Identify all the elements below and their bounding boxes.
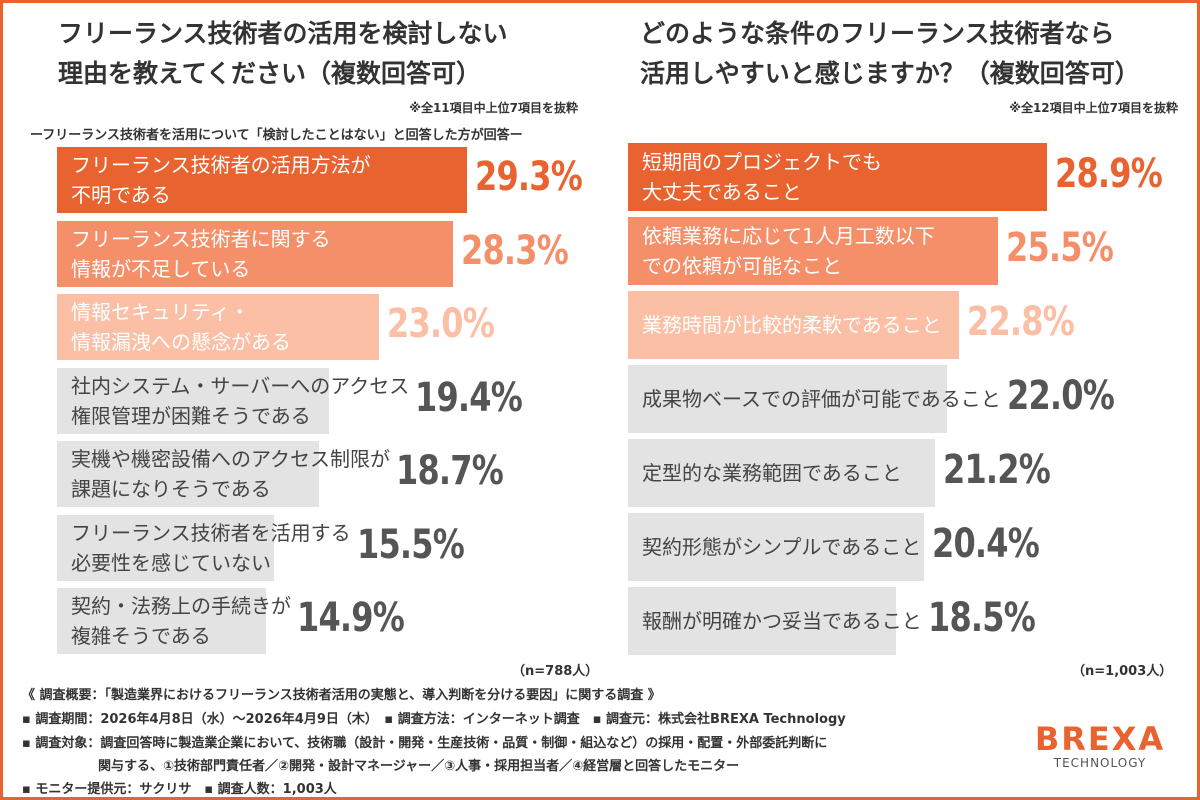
right-sample-size: （n=1,003人） — [1072, 664, 1173, 679]
value-label: 22.8% — [966, 299, 1075, 345]
bar-label-line: 情報漏洩への懸念がある — [71, 330, 291, 354]
bar-label-line: 情報セキュリティ・ — [71, 300, 250, 324]
survey-target: ▪ 調査対象：調査回答時に製造業企業において、技術職（設計・開発・生産技術・品質… — [22, 736, 828, 751]
value-label: 19.4% — [415, 374, 523, 421]
value-label: 20.4% — [931, 521, 1040, 567]
bar-label-line: 実機や機密設備へのアクセス制限が — [71, 447, 390, 471]
value-label: 22.0% — [1006, 373, 1115, 419]
left-chart-title: フリーランス技術者の活用を検討しない 理由を教えてください（複数回答可） — [58, 14, 508, 94]
bar-label-line: 権限管理が困難そうである — [71, 403, 311, 428]
brexa-logo: BREXA TECHNOLOGY — [1010, 722, 1190, 770]
bar — [57, 588, 266, 654]
bar — [628, 291, 959, 359]
bar — [57, 294, 379, 360]
bar — [57, 147, 468, 213]
right-title-line-2: 活用しやすいと感じますか？（複数回答可） — [640, 59, 1140, 88]
bar — [57, 367, 329, 434]
value-label: 28.9% — [1055, 151, 1163, 197]
left-subtitle: ーフリーランス技術者を活用について「検討したことはない」と回答した方が回答ー — [30, 128, 523, 143]
bar-label-line: フリーランス技術者の活用方法が — [71, 153, 371, 177]
bar-label-line: 定型的な業務範囲であること — [642, 461, 902, 485]
logo-sub: TECHNOLOGY — [1053, 756, 1147, 770]
right-note: ※全12項目中上位7項目を抜粋 — [1009, 101, 1178, 115]
bar — [628, 587, 897, 655]
bar-label-line: 必要性を感じていない — [71, 550, 271, 575]
bar-label: 定型的な業務範囲であること — [642, 458, 902, 488]
bar-label: 情報セキュリティ・情報漏洩への懸念がある — [71, 297, 291, 357]
left-title-line-2: 理由を教えてください（複数回答可） — [58, 59, 482, 88]
bar-label-line: 依頼業務に応じて1人月工数以下 — [642, 224, 935, 248]
value-label: 15.5% — [356, 521, 465, 568]
bar-label: 実機や機密設備へのアクセス制限が 課題になりそうである — [71, 444, 390, 504]
value-label: 14.9% — [297, 595, 405, 641]
bar — [57, 441, 319, 507]
bar — [628, 217, 998, 285]
value-label: 29.3% — [475, 154, 583, 200]
value-label: 18.5% — [927, 595, 1036, 641]
left-note: ※全11項目中上位7項目を抜粋 — [409, 101, 578, 115]
bar — [628, 143, 1048, 211]
logo-name: BREXA — [1034, 720, 1166, 758]
bar-label-line: 社内システム・サーバーへのアクセス — [71, 373, 410, 398]
bar — [57, 514, 274, 581]
bar-label: フリーランス技術者の活用方法が 不明である — [71, 150, 371, 210]
bar-label: 報酬が明確かつ妥当であること — [642, 606, 922, 636]
bar-label-line: 報酬が明確かつ妥当であること — [642, 609, 922, 633]
bar-label-line: 契約形態がシンプルであること — [642, 535, 922, 559]
value-label: 23.0% — [387, 301, 495, 347]
bar — [628, 513, 924, 581]
bar-label-line: 課題になりそうである — [71, 477, 271, 501]
bar-label-line: での依頼が可能なこと — [642, 254, 842, 278]
bar-label: 社内システム・サーバーへのアクセス 権限管理が困難そうである — [71, 371, 409, 431]
bar-label: 契約形態がシンプルであること — [642, 532, 921, 562]
bar-label-line: 複雑そうである — [71, 624, 211, 648]
bar-label-line: フリーランス技術者に関する — [71, 226, 331, 251]
value-label: 21.2% — [943, 447, 1051, 493]
bar — [57, 220, 454, 287]
bar-label-line: 契約・法務上の手続きが — [71, 594, 291, 618]
value-label: 28.3% — [461, 227, 569, 274]
value-label: 18.7% — [396, 448, 504, 494]
bar-label-line: 大丈夫であること — [642, 180, 802, 204]
bar-label: フリーランス技術者に関する 情報が不足している — [71, 224, 331, 284]
bar-label: 依頼業務に応じて1人月工数以下 での依頼が可能なこと — [642, 221, 935, 281]
bar-label: 成果物ベースでの評価が可能であること — [642, 384, 1001, 414]
bar-label: 契約・法務上の手続きが 複雑そうである — [71, 591, 291, 651]
bar-label: 業務時間が比較的柔軟であること — [642, 310, 942, 340]
bar-label-line: 短期間のプロジェクトでも — [642, 150, 882, 174]
left-sample-size: （n=788人） — [512, 664, 599, 679]
bar-label: 短期間のプロジェクトでも 大丈夫であること — [642, 147, 882, 207]
bar — [628, 439, 936, 507]
bar-label-line: 成果物ベースでの評価が可能であること — [642, 387, 1001, 411]
right-title-line-1: どのような条件のフリーランス技術者なら — [640, 19, 1115, 48]
bar-label-line: 業務時間が比較的柔軟であること — [642, 313, 942, 337]
value-label: 25.5% — [1005, 225, 1114, 271]
survey-provider: ▪ モニター提供元：サクリサ ▪ 調査人数：1,003人 — [22, 782, 337, 797]
bar-label-line: 情報が不足している — [71, 256, 251, 281]
right-chart-title: どのような条件のフリーランス技術者なら 活用しやすいと感じますか？（複数回答可） — [640, 14, 1140, 94]
survey-period: ▪ 調査期間：2026年4月8日（水）〜2026年4月9日（木） ▪ 調査方法：… — [22, 712, 846, 727]
survey-target-cont: 関与する、①技術部門責任者／②開発・設計マネージャー／③人事・採用担当者／④経営… — [98, 759, 740, 774]
left-title-line-1: フリーランス技術者の活用を検討しない — [58, 19, 508, 48]
bar — [628, 365, 947, 433]
bar-label-line: フリーランス技術者を活用する — [71, 520, 351, 545]
survey-summary: 《 調査概要：「製造業界におけるフリーランス技術者活用の実態と、導入判断を分ける… — [22, 688, 661, 703]
bar-label-line: 不明である — [71, 183, 171, 207]
bar-label: フリーランス技術者を活用する 必要性を感じていない — [71, 518, 351, 578]
